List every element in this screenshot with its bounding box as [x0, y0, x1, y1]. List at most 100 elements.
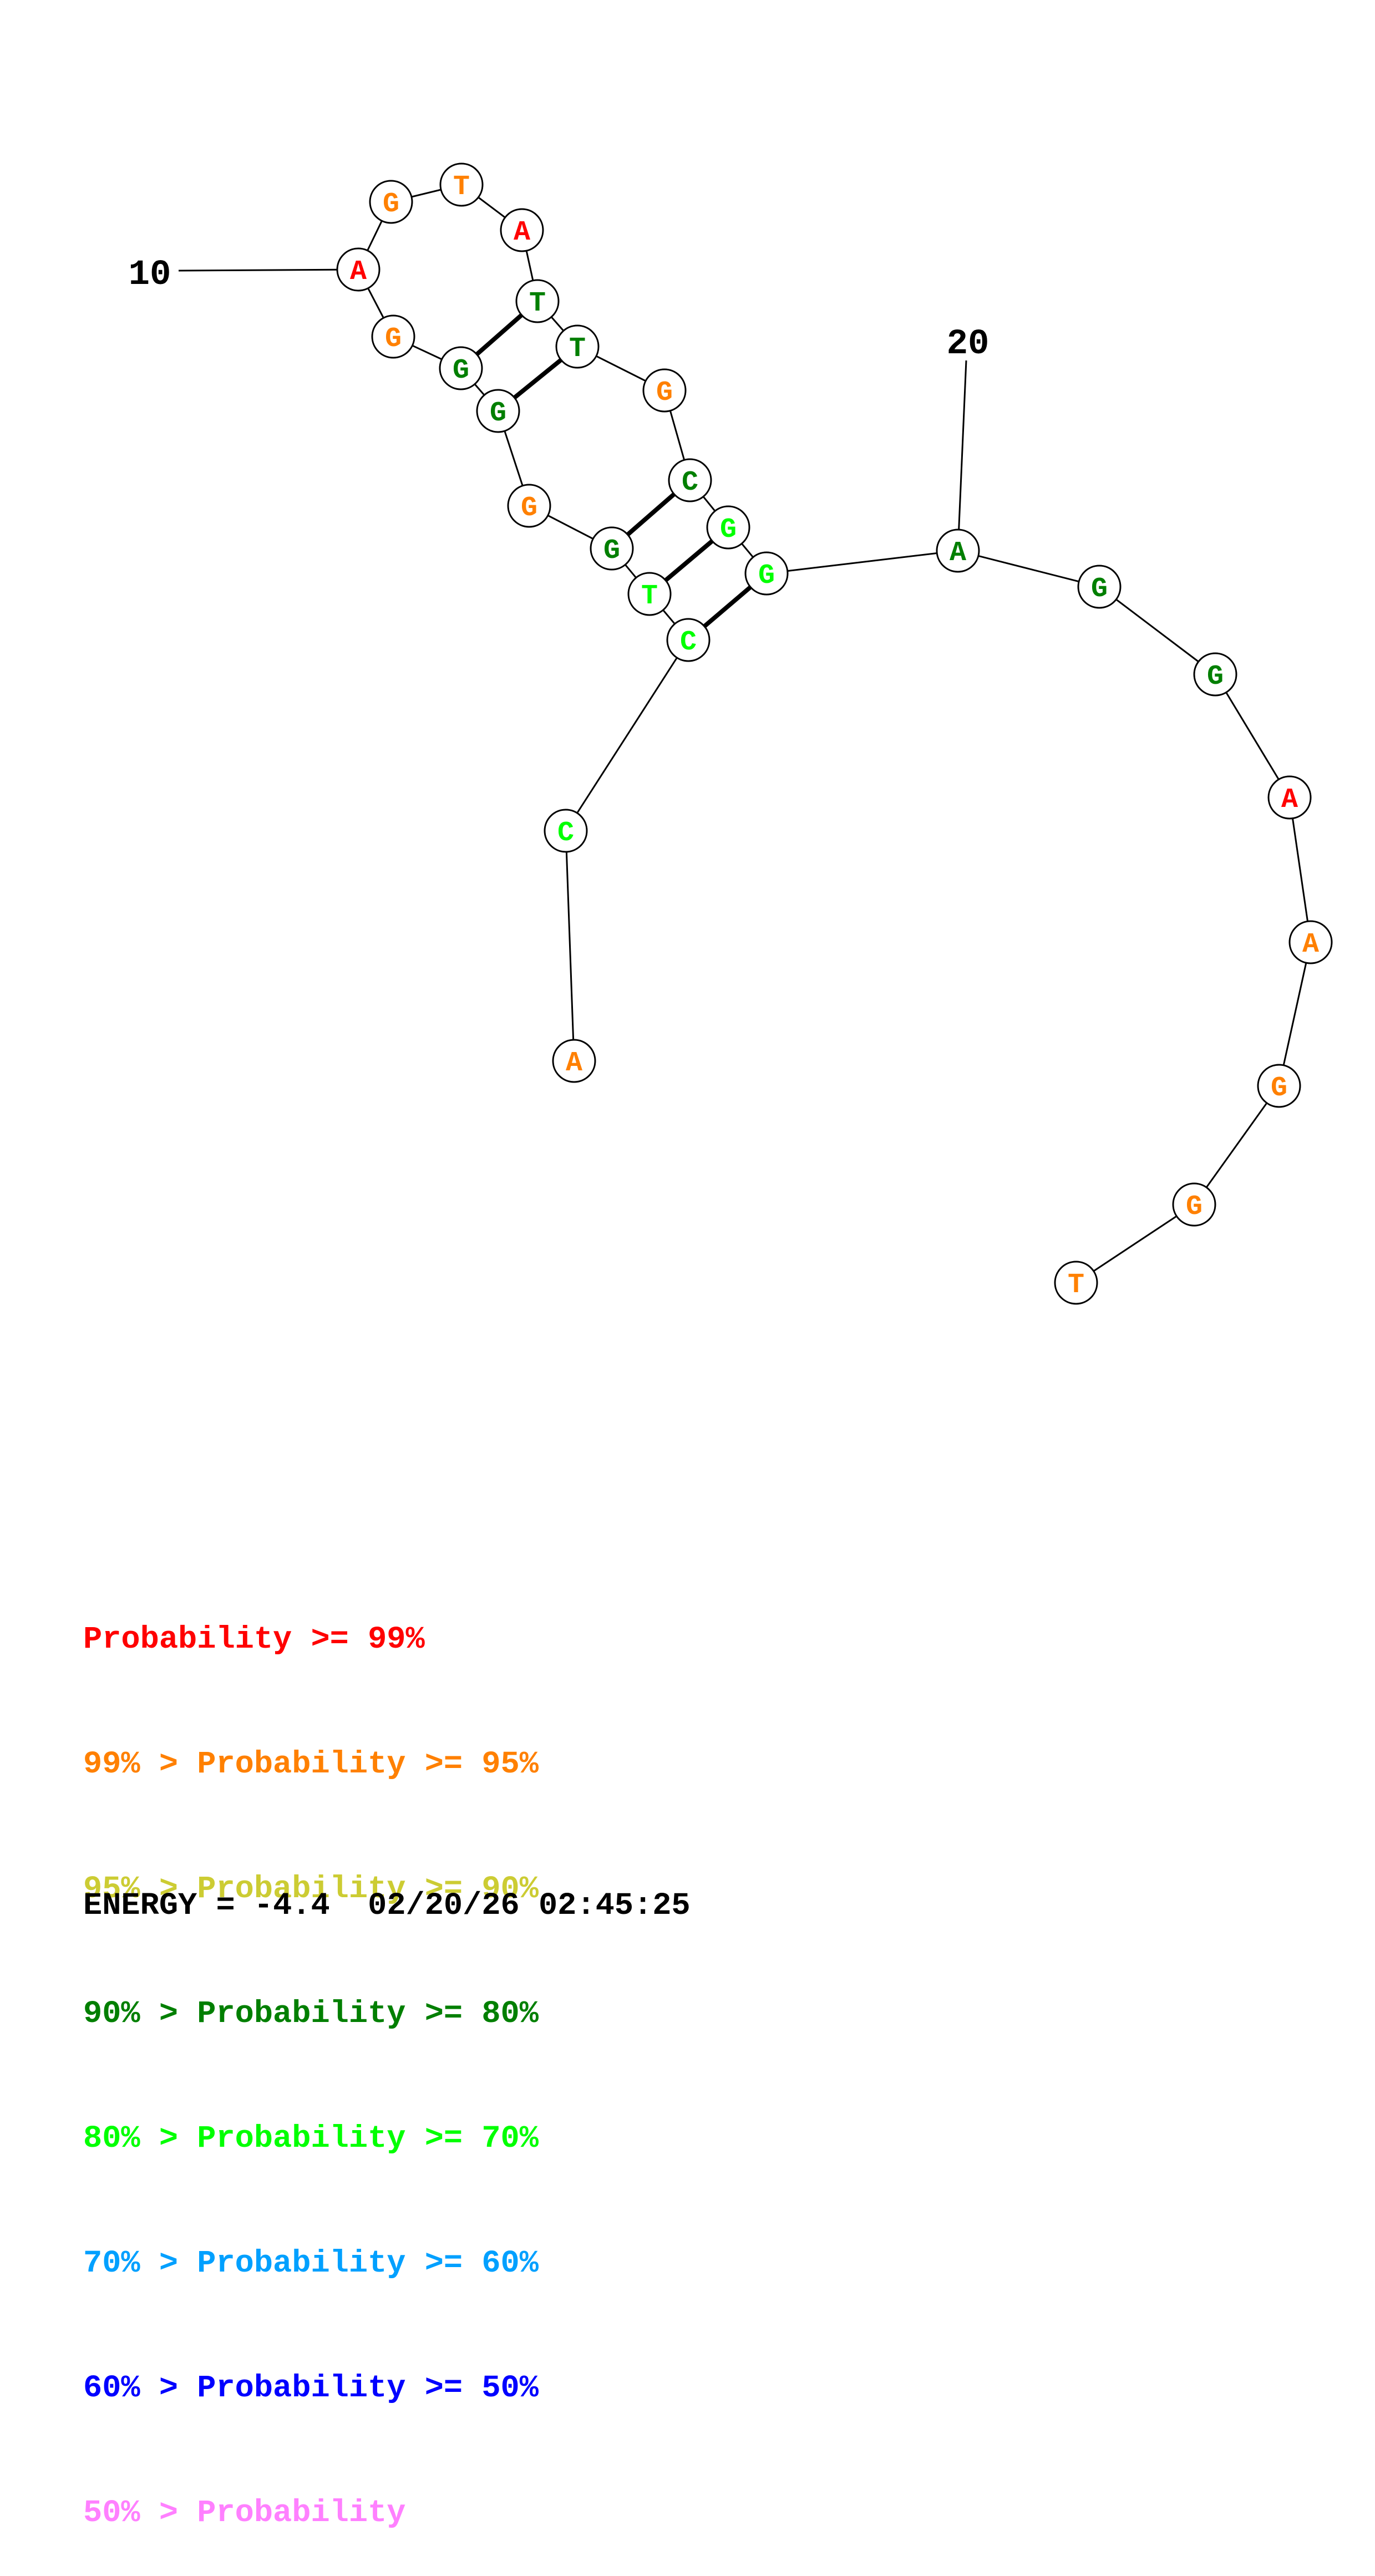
nucleotide-circle [439, 346, 483, 390]
nucleotide-circle [668, 458, 712, 502]
position-label-10: 10 [129, 255, 171, 295]
legend-row: 60% > Probability >= 50% [83, 2368, 539, 2410]
nucleotide-letter: C [557, 817, 574, 849]
nucleotide-17: C [668, 458, 712, 502]
base-pair-lines [475, 313, 752, 628]
nucleotide-circle [590, 526, 634, 571]
nucleotide-15: T [555, 324, 600, 369]
position-label-leader [958, 360, 967, 530]
backbone-segment [1288, 797, 1312, 943]
nucleotide-circle [507, 484, 551, 528]
legend-row: 70% > Probability >= 60% [83, 2243, 539, 2285]
position-label-leader [178, 268, 338, 272]
energy-label: ENERGY = [83, 1888, 254, 1924]
timestamp: 02/20/26 02:45:25 [368, 1888, 691, 1924]
nucleotide-circle [642, 368, 687, 413]
nucleotide-27: T [1054, 1261, 1098, 1305]
backbone-lines [357, 184, 1312, 1284]
nucleotide-letter: C [680, 627, 697, 658]
nucleotide-letter: G [1186, 1191, 1203, 1223]
nucleotide-circle [544, 809, 588, 853]
nucleotide-circle [371, 314, 415, 359]
nucleotide-letter: G [453, 355, 469, 387]
nucleotide-10: A [336, 247, 380, 292]
nucleotide-25: G [1257, 1064, 1301, 1108]
legend-label: Probability >= 99% [83, 1622, 425, 1658]
nucleotide-circle [500, 208, 544, 252]
nucleotide-letter: G [1207, 661, 1224, 693]
nucleotide-12: T [439, 162, 484, 207]
legend-row: 50% > Probability [83, 2493, 539, 2534]
nucleotide-5: G [590, 526, 634, 571]
legend-row: Probability >= 99% [83, 1619, 539, 1661]
legend-prefix: 95% > [83, 1872, 197, 1907]
nucleotide-22: G [1193, 652, 1237, 697]
nucleotide-7: G [476, 389, 520, 433]
backbone-segment [957, 550, 1100, 588]
nucleotide-letter: G [383, 189, 399, 220]
nucleotide-circle [439, 162, 484, 207]
backbone-segment [1075, 1203, 1195, 1284]
nucleotide-circle [1267, 775, 1312, 820]
nucleotide-letter: A [1281, 784, 1298, 816]
nucleotide-circle [552, 1039, 596, 1083]
nucleotide-circle [1257, 1064, 1301, 1108]
nucleotide-letter: G [385, 323, 402, 355]
nucleotide-8: G [439, 346, 483, 390]
nucleotide-circle [1172, 1182, 1216, 1227]
legend-row: 99% > Probability >= 95% [83, 1744, 539, 1786]
legend-prefix: 90% > [83, 1996, 197, 2032]
nucleotide-circle [1193, 652, 1237, 697]
legend-prefix: 50% > [83, 2496, 197, 2531]
legend-prefix: 70% > [83, 2246, 197, 2282]
nucleotide-circle [936, 529, 980, 573]
legend-label: Probability >= 95% [197, 1747, 539, 1782]
nucleotide-letter: G [758, 560, 775, 592]
nucleotide-circle [476, 389, 520, 433]
backbone-segment [766, 550, 958, 575]
backbone-segment [1193, 1085, 1280, 1205]
nucleotide-letter: A [566, 1048, 582, 1079]
nucleotide-circle [1077, 565, 1122, 609]
nucleotide-letter: A [514, 217, 530, 248]
position-labels: 10 20 [129, 255, 990, 530]
probability-legend: Probability >= 99% 99% > Probability >= … [83, 1536, 539, 2576]
nucleotide-9: G [371, 314, 415, 359]
nucleotide-26: G [1172, 1182, 1216, 1227]
nucleotide-circle [369, 180, 413, 224]
nucleotide-letter: T [569, 333, 586, 365]
legend-row: 80% > Probability >= 70% [83, 2118, 539, 2160]
legend-row: 95% > Probability >= 90% [83, 1869, 539, 1911]
nucleotide-14: T [515, 279, 560, 323]
base-pair-bond [664, 539, 714, 582]
nucleotide-circle [555, 324, 600, 369]
nucleotide-circle [515, 279, 560, 323]
backbone-segment [1214, 674, 1291, 798]
nucleotide-18: G [706, 505, 750, 550]
base-pair-bond [626, 492, 676, 537]
backbone-segment [565, 639, 689, 831]
position-label-20: 20 [947, 324, 990, 364]
backbone-segment [565, 830, 575, 1061]
nucleotide-4: T [627, 572, 672, 616]
nucleotide-letter: A [350, 256, 367, 288]
nucleotide-circle [666, 618, 711, 662]
nucleotide-19: G [744, 551, 789, 596]
legend-label: Probability [197, 2496, 406, 2531]
nucleotide-2: C [544, 809, 588, 853]
nucleotide-letter: T [1068, 1269, 1084, 1301]
nucleotide-24: A [1288, 920, 1333, 964]
nucleotide-letter: G [521, 492, 537, 524]
nucleotide-letter: G [603, 535, 620, 567]
nucleotide-letter: A [950, 537, 966, 569]
legend-label: Probability >= 90% [197, 1872, 539, 1907]
legend-label: Probability >= 60% [197, 2246, 539, 2282]
legend-prefix: 80% > [83, 2121, 197, 2157]
nucleotide-circle [706, 505, 750, 550]
base-pair-bond [703, 585, 752, 628]
nucleotide-23: A [1267, 775, 1312, 820]
base-pair-bond [475, 313, 524, 356]
nucleotide-16: G [642, 368, 687, 413]
